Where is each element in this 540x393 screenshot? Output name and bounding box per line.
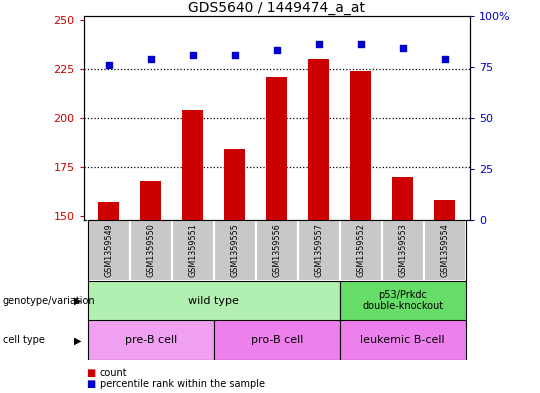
Point (188, 51, 197, 58)
Bar (424, 220, 465, 281)
Bar (434, 200, 455, 220)
Text: ■: ■ (86, 368, 96, 378)
Point (231, 51, 239, 58)
Bar (214, 320, 340, 360)
Text: cell type: cell type (3, 335, 45, 345)
Text: pre-B cell: pre-B cell (125, 335, 177, 345)
Bar (172, 220, 214, 281)
Bar (98, 202, 119, 220)
Bar (88, 220, 130, 281)
Text: GSM1359550: GSM1359550 (146, 224, 156, 277)
Text: ▶: ▶ (74, 296, 82, 306)
Bar (256, 220, 298, 281)
Bar (88, 281, 340, 320)
Text: count: count (100, 368, 127, 378)
Bar (298, 220, 340, 281)
Text: GSM1359557: GSM1359557 (314, 224, 323, 277)
Bar (350, 71, 371, 220)
Text: leukemic B-cell: leukemic B-cell (360, 335, 445, 345)
Text: wild type: wild type (188, 296, 239, 306)
Bar (392, 177, 413, 220)
Text: ▶: ▶ (74, 335, 82, 345)
Bar (224, 149, 245, 220)
Text: pro-B cell: pro-B cell (251, 335, 303, 345)
Bar (340, 220, 382, 281)
Bar (340, 320, 465, 360)
Bar (214, 220, 256, 281)
Bar (140, 181, 161, 220)
Point (440, 55, 449, 62)
Text: ■: ■ (86, 379, 96, 389)
Bar (308, 59, 329, 220)
Bar (382, 220, 424, 281)
Text: GSM1359554: GSM1359554 (440, 224, 449, 277)
Text: GSM1359555: GSM1359555 (230, 224, 239, 277)
Bar (183, 110, 203, 220)
Text: GSM1359549: GSM1359549 (104, 224, 113, 277)
Point (105, 62, 113, 68)
Text: GSM1359552: GSM1359552 (356, 224, 365, 277)
Bar (340, 281, 465, 320)
Title: GDS5640 / 1449474_a_at: GDS5640 / 1449474_a_at (188, 1, 365, 15)
Point (356, 41, 365, 48)
Text: genotype/variation: genotype/variation (3, 296, 96, 306)
Point (146, 55, 155, 62)
Text: p53/Prkdc
double-knockout: p53/Prkdc double-knockout (362, 290, 443, 311)
Point (273, 47, 281, 53)
Text: GSM1359553: GSM1359553 (398, 224, 407, 277)
Text: GSM1359556: GSM1359556 (272, 224, 281, 277)
Text: GSM1359551: GSM1359551 (188, 224, 197, 277)
Point (314, 41, 323, 48)
Text: percentile rank within the sample: percentile rank within the sample (100, 379, 265, 389)
Point (399, 45, 407, 51)
Bar (266, 77, 287, 220)
Bar (130, 220, 172, 281)
Bar (88, 320, 214, 360)
